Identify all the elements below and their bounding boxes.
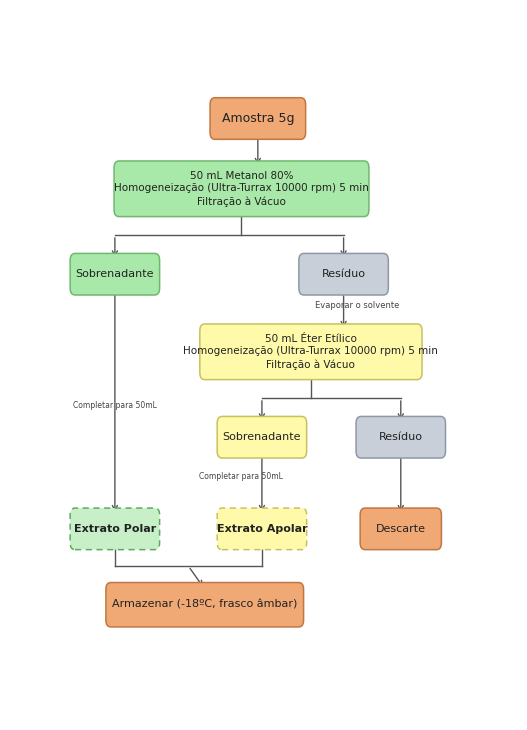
FancyBboxPatch shape [70, 508, 160, 550]
FancyBboxPatch shape [356, 416, 445, 458]
FancyBboxPatch shape [210, 98, 306, 139]
FancyBboxPatch shape [200, 324, 422, 380]
Text: Extrato Apolar: Extrato Apolar [217, 524, 307, 534]
FancyBboxPatch shape [360, 508, 442, 550]
FancyBboxPatch shape [114, 161, 369, 217]
FancyBboxPatch shape [70, 253, 160, 295]
Text: Sobrenadante: Sobrenadante [223, 432, 301, 442]
Text: Armazenar (-18ºC, frasco âmbar): Armazenar (-18ºC, frasco âmbar) [112, 600, 297, 610]
FancyBboxPatch shape [217, 508, 307, 550]
Text: Sobrenadante: Sobrenadante [76, 269, 154, 279]
Text: Resíduo: Resíduo [321, 269, 366, 279]
Text: Resíduo: Resíduo [379, 432, 423, 442]
Text: Amostra 5g: Amostra 5g [221, 112, 294, 125]
FancyBboxPatch shape [106, 583, 304, 627]
Text: Descarte: Descarte [376, 524, 426, 534]
FancyBboxPatch shape [299, 253, 388, 295]
Text: Completar para 50mL: Completar para 50mL [73, 401, 157, 410]
Text: Completar para 50mL: Completar para 50mL [199, 472, 282, 481]
FancyBboxPatch shape [217, 416, 307, 458]
Text: Extrato Polar: Extrato Polar [74, 524, 156, 534]
Text: 50 mL Metanol 80%
Homogeneização (Ultra-Turrax 10000 rpm) 5 min
Filtração à Vácu: 50 mL Metanol 80% Homogeneização (Ultra-… [114, 171, 369, 207]
Text: Evaporar o solvente: Evaporar o solvente [315, 301, 399, 310]
Text: 50 mL Éter Etílico
Homogeneização (Ultra-Turrax 10000 rpm) 5 min
Filtração à Vác: 50 mL Éter Etílico Homogeneização (Ultra… [183, 334, 438, 370]
